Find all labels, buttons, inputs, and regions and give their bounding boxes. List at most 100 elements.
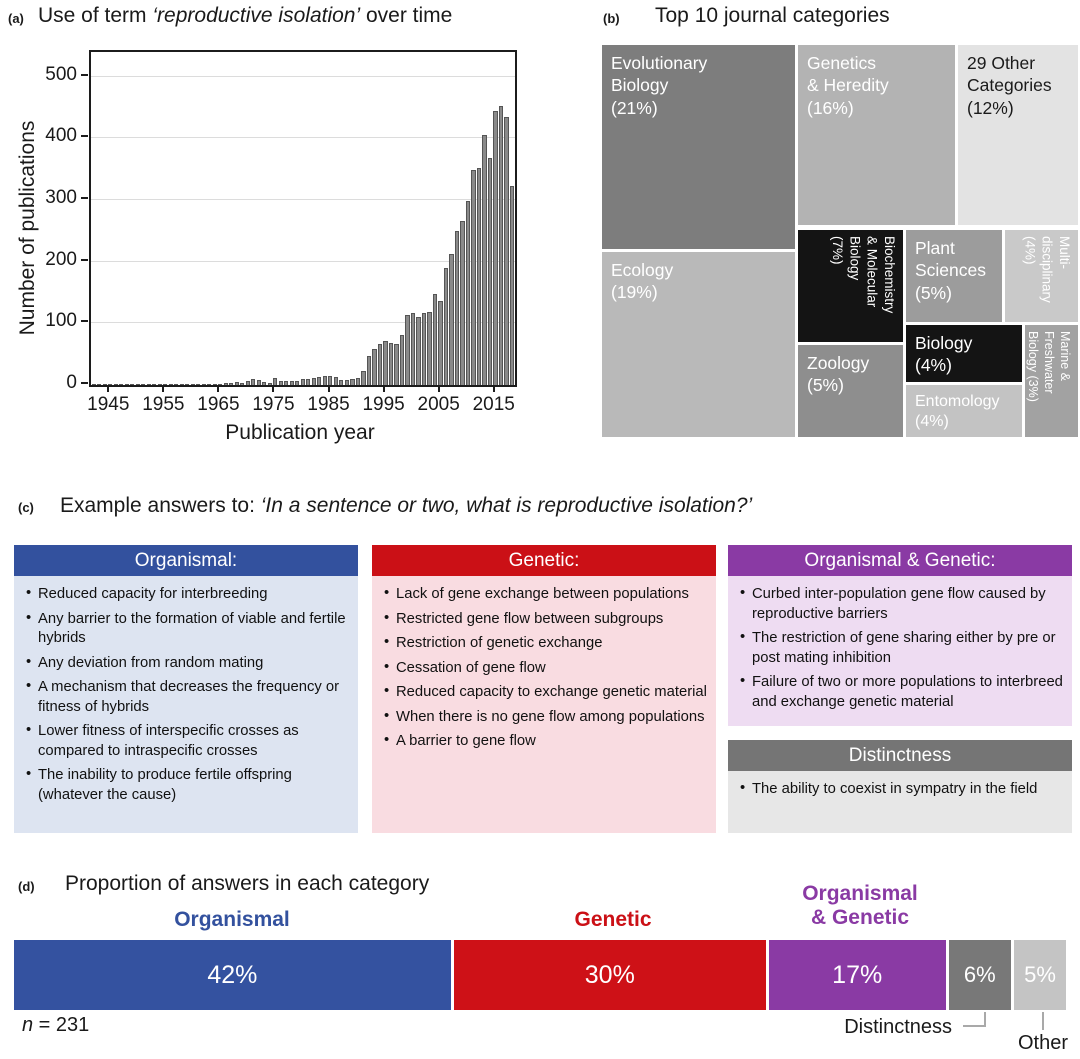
stacked-bar-category-label: Organismal & Genetic (802, 882, 918, 930)
x-tick-label: 1975 (252, 394, 295, 415)
proportion-segment: 6% (948, 940, 1011, 1010)
publication-count-bar (152, 383, 157, 385)
x-tick-label: 1965 (197, 394, 240, 415)
publication-count-bar (460, 220, 465, 385)
treemap-tile-label: Marine & Freshwater Biology (3%) (1026, 331, 1072, 402)
y-tick-mark (81, 258, 88, 261)
other-callout-label: Other (1017, 1032, 1069, 1054)
publication-count-bar (212, 383, 217, 385)
publication-count-bar (372, 348, 377, 385)
proportion-segment: 5% (1014, 940, 1066, 1010)
answer-bullet: Failure of two or more populations to in… (738, 672, 1064, 712)
publication-count-bar (482, 134, 487, 385)
treemap-tile-label: 29 Other Categories (12%) (967, 53, 1052, 118)
publication-count-bar (476, 167, 482, 385)
answer-bullet: Curbed inter-population gene flow caused… (738, 584, 1064, 624)
treemap-tile-label: Ecology (19%) (611, 260, 674, 303)
publication-count-bar (284, 381, 289, 385)
proportion-segment: 30% (453, 940, 766, 1010)
publication-count-bar (108, 383, 113, 385)
publication-count-bar (366, 356, 372, 385)
gridline (91, 75, 515, 77)
y-tick-mark (81, 382, 88, 384)
y-tick-label: 100 (45, 310, 77, 332)
publication-count-bar (383, 340, 388, 385)
answer-bullet: A barrier to gene flow (382, 731, 708, 752)
x-tick-mark (327, 385, 330, 392)
panel-b-tag: (b) (603, 11, 620, 26)
answer-box-body: Curbed inter-population gene flow caused… (728, 576, 1072, 726)
publication-count-bar (135, 383, 140, 385)
y-tick-label: 500 (45, 63, 77, 85)
panel-a-tag: (a) (8, 11, 24, 26)
plot-area (89, 50, 517, 387)
answer-bullet: Any barrier to the formation of viable a… (24, 609, 350, 649)
answer-box-header: Genetic: (372, 545, 716, 576)
distinctness-callout-line-v (984, 1012, 986, 1027)
treemap-tile-label: Multi- disciplinary (4%) (1022, 236, 1072, 303)
x-tick-mark (217, 385, 220, 392)
answer-box-header: Organismal & Genetic: (728, 545, 1072, 576)
treemap-tile: Biology (4%) (906, 325, 1022, 382)
treemap-tile: Entomology (4%) (906, 385, 1022, 437)
y-tick-label: 200 (45, 248, 77, 270)
publication-count-bar (262, 381, 267, 385)
publication-count-bar (267, 382, 272, 385)
publication-count-bar (355, 377, 360, 385)
answer-bullet: Any deviation from random mating (24, 653, 350, 674)
treemap-tile: Multi- disciplinary (4%) (1005, 230, 1078, 322)
panel-b-title: Top 10 journal categories (655, 4, 890, 27)
publication-count-bar (300, 379, 305, 385)
publication-count-bar (333, 376, 338, 385)
answer-category-box: Distinctness The ability to coexist in sy… (728, 740, 1072, 833)
answer-bullet: Cessation of gene flow (382, 658, 708, 679)
x-tick-mark (437, 385, 440, 392)
x-tick-label: 1985 (307, 394, 350, 415)
answer-bullet: The ability to coexist in sympatry in th… (738, 779, 1064, 800)
publication-count-bar (322, 375, 327, 385)
publication-count-bar (223, 383, 228, 385)
distinctness-callout-line-h (963, 1025, 986, 1027)
y-tick-mark (81, 73, 88, 76)
answer-bullet: Reduced capacity for interbreeding (24, 584, 350, 605)
publication-count-bar (163, 383, 168, 385)
publication-count-bar (289, 380, 294, 385)
x-tick-label: 1955 (142, 394, 185, 415)
x-tick-mark (492, 385, 495, 392)
publication-count-bar (328, 376, 333, 385)
answer-bullet: Lack of gene exchange between population… (382, 584, 708, 605)
panel-d-tag: (d) (18, 879, 35, 894)
publication-count-bar (350, 378, 355, 385)
publication-count-bar (201, 383, 206, 385)
publication-count-bar (498, 106, 504, 385)
answer-bullet: A mechanism that decreases the frequency… (24, 677, 350, 717)
treemap-tile: Marine & Freshwater Biology (3%) (1025, 325, 1078, 437)
gridline (91, 260, 515, 262)
x-tick-label: 1945 (87, 394, 130, 415)
y-tick-label: 300 (45, 187, 77, 208)
treemap-tile: Genetics & Heredity (16%) (798, 45, 955, 225)
answer-bullet: Reduced capacity to exchange genetic mat… (382, 682, 708, 703)
publication-count-bar (273, 378, 278, 385)
publication-count-bar (509, 185, 515, 385)
journal-categories-treemap: Evolutionary Biology (21%) Ecology (19%) G… (602, 45, 1078, 437)
sample-size-label: n = 231 (22, 1014, 90, 1036)
publication-count-bar (91, 383, 96, 385)
publication-count-bar (251, 379, 256, 385)
publication-count-bar (141, 383, 146, 385)
publication-count-bar (410, 312, 416, 385)
treemap-tile-label: Biology (4%) (915, 333, 973, 376)
stacked-bar-category-label: Organismal (174, 908, 290, 931)
publication-count-bar (113, 383, 118, 385)
x-axis-label: Publication year (225, 421, 375, 444)
publication-count-bar (493, 110, 498, 385)
publication-count-bar (295, 381, 300, 385)
treemap-tile: Biochemistry & Molecular Biology (7%) (798, 230, 903, 342)
publication-count-bar (317, 376, 322, 385)
publication-count-bar (185, 383, 190, 385)
answer-category-box: Organismal & Genetic: Curbed inter-popula… (728, 545, 1072, 726)
treemap-tile: Evolutionary Biology (21%) (602, 45, 795, 249)
proportion-segment: 42% (14, 940, 451, 1010)
answer-box-header: Distinctness (728, 740, 1072, 771)
